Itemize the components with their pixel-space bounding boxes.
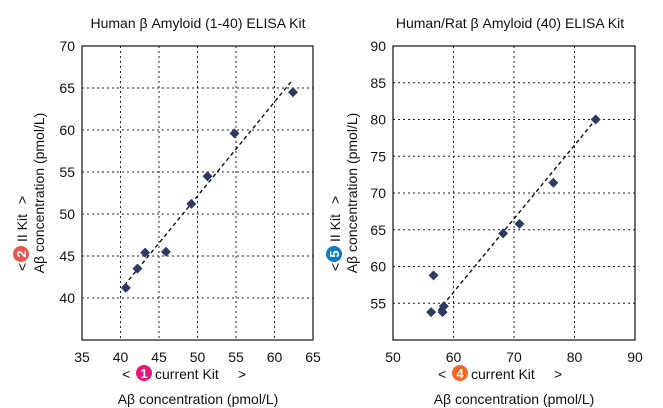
y-axis-label: <2 II Kit >: [13, 196, 30, 271]
y-label-badge: [326, 246, 342, 262]
x-label-badge: [136, 365, 152, 381]
x-label-badge-number: 4: [456, 366, 464, 381]
x-tick-label: 65: [305, 349, 321, 365]
y-tick-label: 50: [59, 206, 75, 222]
trend-line: [123, 80, 292, 286]
y-label-badge-number: 2: [14, 250, 29, 257]
data-point: [514, 218, 525, 229]
data-point: [428, 270, 439, 281]
plot-area: [392, 45, 636, 341]
x-label-badge-number: 1: [140, 366, 147, 381]
data-point: [160, 246, 171, 257]
x-label-units: Aβ concentration (pmol/L): [118, 391, 279, 407]
y-tick-label: 60: [59, 122, 75, 138]
y-label-bracket-open: <: [14, 263, 30, 271]
x-tick-label: 40: [113, 349, 129, 365]
x-label-kit-name: current Kit: [471, 366, 535, 382]
plot-area: [81, 45, 314, 341]
y-label-kit-name: II Kit: [14, 214, 30, 242]
y-tick-label: 55: [59, 164, 75, 180]
data-point: [287, 87, 298, 98]
x-tick-label: 35: [74, 349, 90, 365]
y-axis-label-units: Aβ concentration (pmol/L): [31, 113, 47, 274]
data-point: [229, 128, 240, 139]
x-tick-label: 55: [228, 349, 244, 365]
y-label-bracket-close: >: [327, 196, 343, 204]
x-tick-label: 50: [190, 349, 206, 365]
y-label-units: Aβ concentration (pmol/L): [344, 113, 360, 274]
y-tick-label: 60: [370, 259, 386, 275]
chart-panel-2: Human/Rat β Amyloid (40) ELISA Kit 50 60 70…: [326, 15, 643, 407]
y-axis-label: <5 II Kit >: [326, 196, 343, 271]
y-tick-label: 65: [370, 222, 386, 238]
y-tick-label: 65: [59, 80, 75, 96]
y-tick-label: 85: [370, 75, 386, 91]
data-point: [438, 301, 449, 312]
data-point: [426, 307, 437, 318]
x-tick-label: 45: [151, 349, 167, 365]
data-point: [132, 263, 143, 274]
y-tick-label: 40: [59, 290, 75, 306]
y-axis-label-units: Aβ concentration (pmol/L): [344, 113, 360, 274]
data-point: [140, 247, 151, 258]
y-label-badge: [13, 246, 29, 262]
data-point: [202, 171, 213, 182]
y-label-kit-name: II Kit: [327, 214, 343, 242]
y-label-units: Aβ concentration (pmol/L): [31, 113, 47, 274]
chart-panel-1: Human β Amyloid (1-40) ELISA Kit 35 40 45 50…: [13, 15, 321, 407]
y-label-bracket-open: <: [327, 263, 343, 271]
x-tick-label: 70: [506, 349, 522, 365]
trend-line: [437, 119, 597, 312]
chart-title: Human/Rat β Amyloid (40) ELISA Kit: [396, 15, 624, 31]
x-label-bracket-close: >: [238, 366, 246, 382]
x-tick-label: 60: [446, 349, 462, 365]
y-tick-label: 70: [370, 185, 386, 201]
y-tick-label: 90: [370, 38, 386, 54]
chart-title: Human β Amyloid (1-40) ELISA Kit: [90, 15, 305, 31]
y-tick-label: 70: [59, 38, 75, 54]
x-label-kit-name: current Kit: [155, 366, 219, 382]
y-label-bracket-close: >: [14, 196, 30, 204]
x-label-bracket-close: >: [554, 366, 562, 382]
x-tick-label: 50: [385, 349, 401, 365]
x-axis-label: < 4 current Kit > Aβ concentration (pmol/L): [434, 365, 595, 407]
data-point: [548, 177, 559, 188]
y-tick-label: 75: [370, 148, 386, 164]
y-tick-label: 80: [370, 112, 386, 128]
data-point: [120, 282, 131, 293]
y-tick-label: 45: [59, 248, 75, 264]
x-label-bracket-open: <: [438, 366, 446, 382]
x-axis-label: < 1 current Kit > Aβ concentration (pmol/L): [118, 365, 279, 407]
data-point: [590, 114, 601, 125]
y-label-badge-number: 5: [327, 250, 342, 257]
x-tick-label: 80: [567, 349, 583, 365]
data-point: [186, 198, 197, 209]
x-label-bracket-open: <: [122, 366, 130, 382]
x-tick-label: 60: [267, 349, 283, 365]
data-point: [498, 228, 509, 239]
x-label-units: Aβ concentration (pmol/L): [434, 391, 595, 407]
x-tick-label: 90: [627, 349, 643, 365]
x-label-badge: [452, 365, 468, 381]
y-tick-label: 55: [370, 295, 386, 311]
